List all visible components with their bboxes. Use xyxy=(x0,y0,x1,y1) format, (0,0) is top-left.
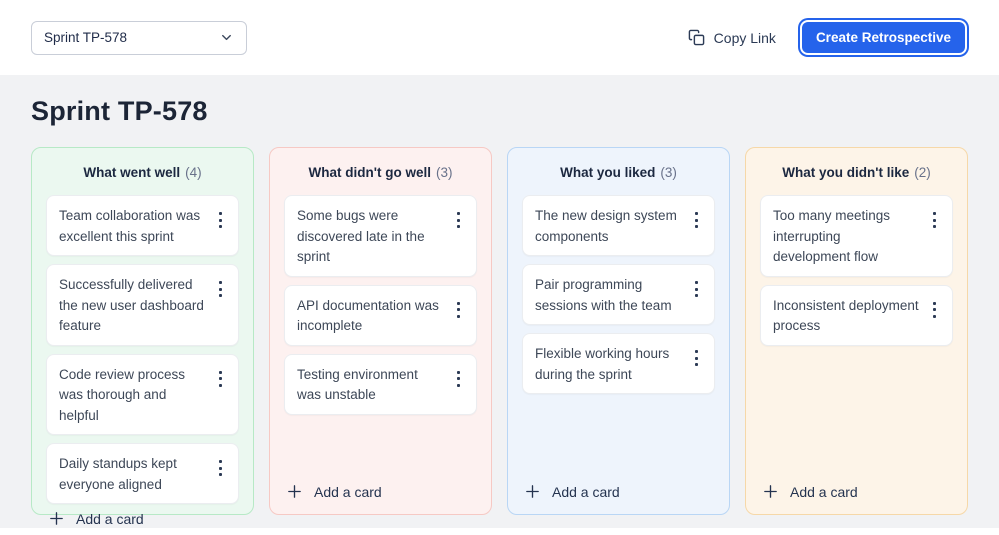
column-spacer xyxy=(760,346,953,478)
page-title: Sprint TP-578 xyxy=(31,96,208,126)
add-card-label: Add a card xyxy=(552,483,620,500)
sprint-selector-dropdown[interactable]: Sprint TP-578 xyxy=(31,20,247,55)
retro-card[interactable]: API documentation was incomplete xyxy=(284,284,477,346)
card-text: The new design system components xyxy=(535,208,677,244)
card-text: Successfully delivered the new user dash… xyxy=(59,277,204,333)
toolbar-actions: Copy Link Create Retrospective xyxy=(688,22,968,53)
plus-icon xyxy=(524,483,541,500)
kebab-menu-icon[interactable] xyxy=(213,273,228,305)
kebab-menu-icon[interactable] xyxy=(213,363,228,395)
column-spacer xyxy=(284,415,477,478)
retro-column-green: What went well (4) Team collaboration was… xyxy=(31,147,254,527)
column-count: (3) xyxy=(660,165,677,180)
retro-board: What went well (4) Team collaboration was… xyxy=(31,147,968,527)
card-text: API documentation was incomplete xyxy=(297,297,439,334)
retro-card[interactable]: Inconsistent deployment process xyxy=(760,284,953,346)
card-text: Team collaboration was excellent this sp… xyxy=(59,208,201,244)
retro-card[interactable]: Daily standups kept everyone aligned xyxy=(46,443,239,504)
add-card-button[interactable]: Add a card xyxy=(284,477,477,500)
copy-link-button[interactable]: Copy Link xyxy=(688,29,776,46)
card-list: Too many meetings interrupting developme… xyxy=(760,195,953,346)
column-spacer xyxy=(522,394,715,477)
chevron-down-icon xyxy=(219,30,234,45)
kebab-menu-icon[interactable] xyxy=(689,342,704,374)
plus-icon xyxy=(762,483,779,500)
card-text: Testing environment was unstable xyxy=(297,366,418,403)
card-text: Flexible working hours during the sprint xyxy=(535,346,670,382)
retro-card[interactable]: Pair programming sessions with the team xyxy=(522,264,715,325)
retro-card[interactable]: Flexible working hours during the sprint xyxy=(522,333,715,394)
card-text: Code review process was thorough and hel… xyxy=(59,366,186,423)
add-card-button[interactable]: Add a card xyxy=(522,477,715,500)
retro-card[interactable]: Too many meetings interrupting developme… xyxy=(760,195,953,277)
kebab-menu-icon[interactable] xyxy=(451,363,466,395)
card-list: Some bugs were discovered late in the sp… xyxy=(284,195,477,415)
card-list: Team collaboration was excellent this sp… xyxy=(46,195,239,504)
toolbar: Sprint TP-578 Copy Link Create Retrospec… xyxy=(0,0,999,75)
column-title: What you liked xyxy=(560,165,656,180)
card-list: The new design system components Pair pr… xyxy=(522,195,715,394)
kebab-menu-icon[interactable] xyxy=(451,204,466,236)
card-text: Some bugs were discovered late in the sp… xyxy=(297,208,425,264)
column-count: (4) xyxy=(185,165,202,180)
retro-card[interactable]: Some bugs were discovered late in the sp… xyxy=(284,195,477,277)
retro-card[interactable]: Testing environment was unstable xyxy=(284,353,477,415)
column-title: What went well xyxy=(83,165,181,180)
card-text: Pair programming sessions with the team xyxy=(535,277,672,313)
retro-card[interactable]: Team collaboration was excellent this sp… xyxy=(46,195,239,256)
plus-icon xyxy=(286,483,303,500)
retro-card[interactable]: The new design system components xyxy=(522,195,715,256)
add-card-label: Add a card xyxy=(314,483,382,500)
copy-link-label: Copy Link xyxy=(713,29,776,46)
column-count: (2) xyxy=(914,165,931,180)
retro-card[interactable]: Successfully delivered the new user dash… xyxy=(46,264,239,346)
retro-column-orange: What you didn't like (2) Too many meeting… xyxy=(745,147,968,515)
column-title: What you didn't like xyxy=(782,165,910,180)
kebab-menu-icon[interactable] xyxy=(927,204,942,236)
copy-icon xyxy=(688,29,705,46)
sprint-selector-value: Sprint TP-578 xyxy=(44,30,128,45)
kebab-menu-icon[interactable] xyxy=(689,204,704,236)
column-title: What didn't go well xyxy=(308,165,431,180)
card-text: Inconsistent deployment process xyxy=(773,297,919,334)
column-count: (3) xyxy=(435,165,453,180)
kebab-menu-icon[interactable] xyxy=(213,452,228,484)
retro-column-blue: What you liked (3) The new design system … xyxy=(507,147,730,515)
retro-column-red: What didn't go well (3) Some bugs were di… xyxy=(269,147,492,515)
card-text: Too many meetings interrupting developme… xyxy=(773,208,891,264)
add-card-button[interactable]: Add a card xyxy=(46,504,239,527)
kebab-menu-icon[interactable] xyxy=(689,273,704,305)
retro-card[interactable]: Code review process was thorough and hel… xyxy=(46,353,239,435)
column-header: What went well (4) xyxy=(46,165,239,180)
add-card-button[interactable]: Add a card xyxy=(760,477,953,500)
column-header: What you didn't like (2) xyxy=(760,165,953,180)
column-header: What you liked (3) xyxy=(522,165,715,180)
plus-icon xyxy=(48,510,65,527)
kebab-menu-icon[interactable] xyxy=(451,294,466,326)
card-text: Daily standups kept everyone aligned xyxy=(59,456,177,492)
add-card-label: Add a card xyxy=(790,483,858,500)
main-content: Sprint TP-578 What went well (4) Team col… xyxy=(0,75,999,528)
add-card-label: Add a card xyxy=(76,510,144,527)
column-header: What didn't go well (3) xyxy=(284,165,477,180)
kebab-menu-icon[interactable] xyxy=(213,204,228,236)
kebab-menu-icon[interactable] xyxy=(927,294,942,326)
create-retrospective-button[interactable]: Create Retrospective xyxy=(801,22,965,53)
